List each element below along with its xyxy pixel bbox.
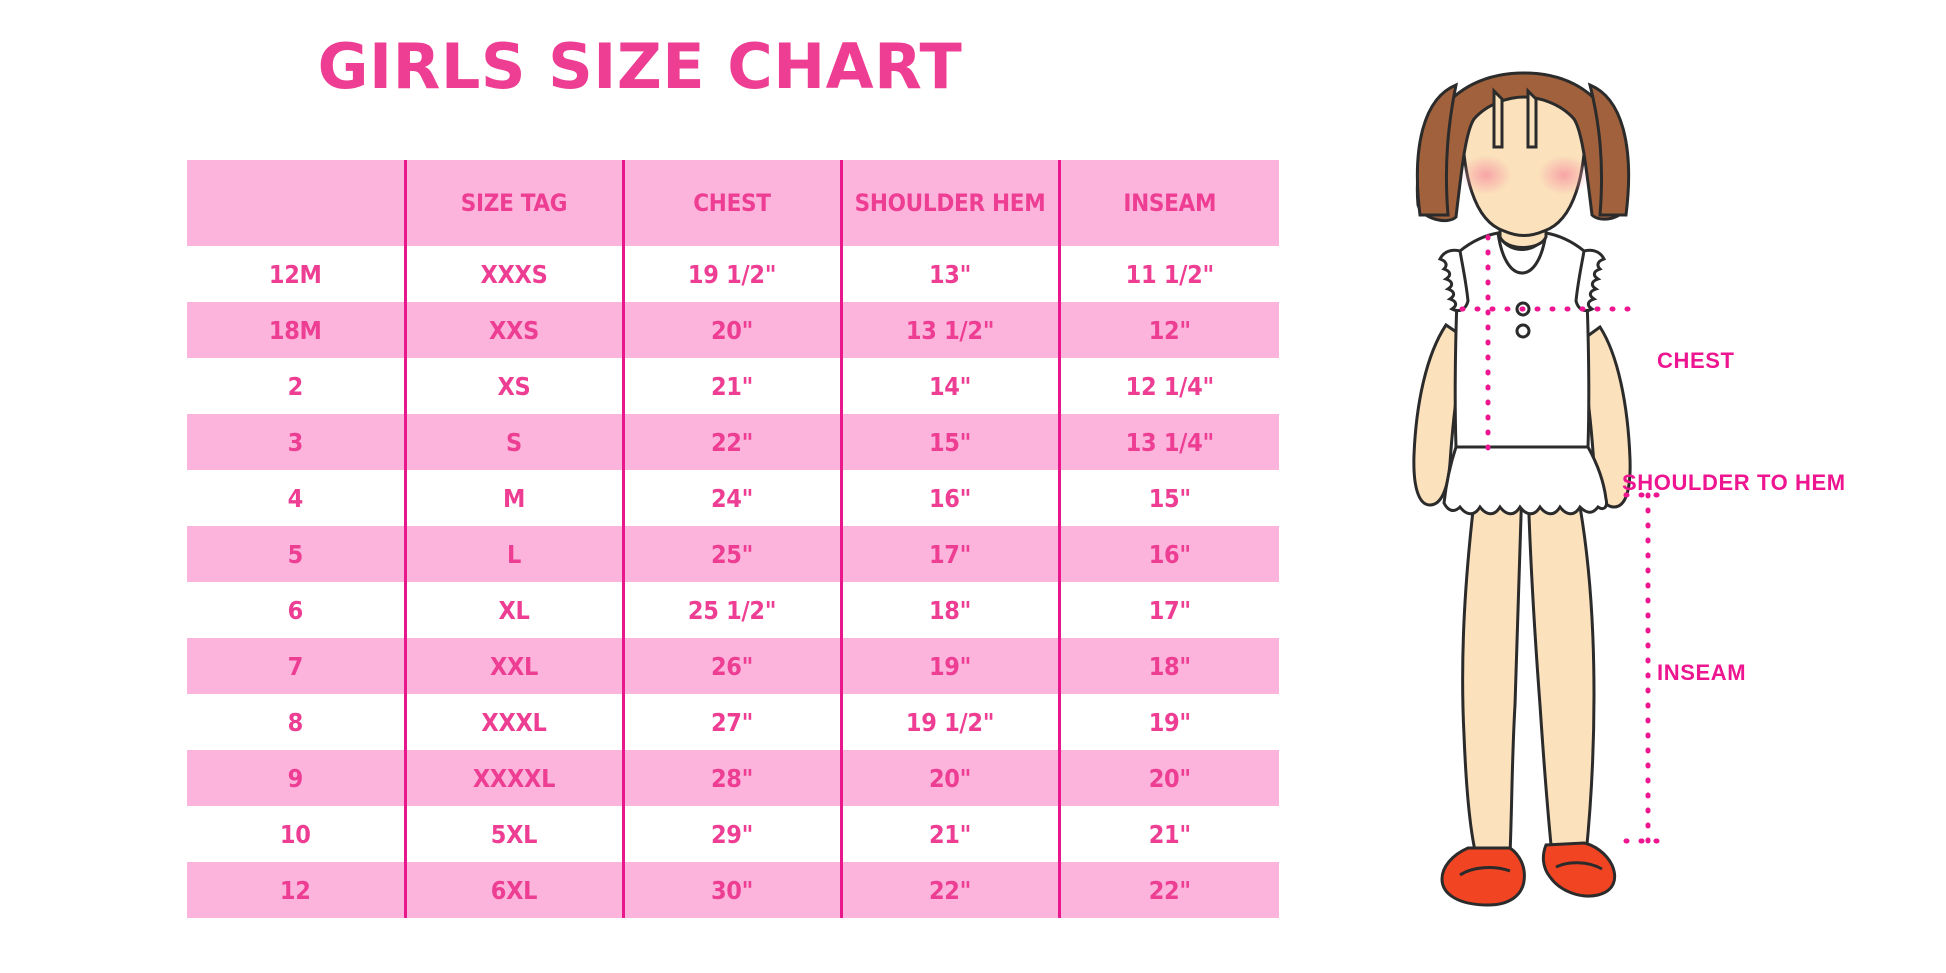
cell-size: 18M bbox=[187, 302, 405, 358]
cell-size-tag: XXXL bbox=[403, 694, 623, 750]
cell-shoulder-hem: 21" bbox=[839, 806, 1059, 862]
table-body: 12M XXXS 19 1/2" 13" 11 1/2" 18M XXS 20" 13 1/2"… bbox=[187, 246, 1279, 918]
top-garment-shape bbox=[1437, 231, 1607, 449]
cell-shoulder-hem: 15" bbox=[839, 414, 1059, 470]
cell-inseam: 19" bbox=[1057, 694, 1279, 750]
cell-chest: 25 1/2" bbox=[621, 582, 841, 638]
table-row: 12 6XL 30" 22" 22" bbox=[187, 862, 1279, 918]
size-table: SIZE TAG CHEST SHOULDER HEM INSEAM 12M XXXS 1… bbox=[187, 160, 1279, 918]
cell-inseam: 18" bbox=[1057, 638, 1279, 694]
cell-shoulder-hem: 18" bbox=[839, 582, 1059, 638]
page-title: GIRLS SIZE CHART bbox=[317, 30, 963, 103]
cell-inseam: 16" bbox=[1057, 526, 1279, 582]
cell-size: 4 bbox=[187, 470, 405, 526]
cell-inseam: 12" bbox=[1057, 302, 1279, 358]
cell-size: 12 bbox=[187, 862, 405, 918]
table-row: 7 XXL 26" 19" 18" bbox=[187, 638, 1279, 694]
cell-size-tag: M bbox=[403, 470, 623, 526]
cell-chest: 22" bbox=[621, 414, 841, 470]
cell-shoulder-hem: 20" bbox=[839, 750, 1059, 806]
cell-shoulder-hem: 13" bbox=[839, 246, 1059, 302]
cell-inseam: 20" bbox=[1057, 750, 1279, 806]
cell-chest: 26" bbox=[621, 638, 841, 694]
cell-chest: 25" bbox=[621, 526, 841, 582]
cell-size-tag: 5XL bbox=[403, 806, 623, 862]
cell-chest: 19 1/2" bbox=[621, 246, 841, 302]
cell-size: 9 bbox=[187, 750, 405, 806]
table-row: 3 S 22" 15" 13 1/4" bbox=[187, 414, 1279, 470]
cell-size: 8 bbox=[187, 694, 405, 750]
column-header-chest: CHEST bbox=[621, 160, 841, 246]
column-header-shoulder-hem: SHOULDER HEM bbox=[839, 160, 1059, 246]
skirt-shape bbox=[1442, 445, 1608, 516]
cell-inseam: 17" bbox=[1057, 582, 1279, 638]
cheek-left-blush bbox=[1460, 155, 1512, 195]
cell-inseam: 12 1/4" bbox=[1057, 358, 1279, 414]
cell-size: 10 bbox=[187, 806, 405, 862]
cell-size-tag: XXXS bbox=[403, 246, 623, 302]
cheek-right-blush bbox=[1538, 155, 1590, 195]
table-row: 12M XXXS 19 1/2" 13" 11 1/2" bbox=[187, 246, 1279, 302]
cell-size: 7 bbox=[187, 638, 405, 694]
cell-size-tag: XXS bbox=[403, 302, 623, 358]
cell-size-tag: S bbox=[403, 414, 623, 470]
cell-inseam: 11 1/2" bbox=[1057, 246, 1279, 302]
column-header-size-tag: SIZE TAG bbox=[403, 160, 623, 246]
cell-size: 2 bbox=[187, 358, 405, 414]
cell-size: 12M bbox=[187, 246, 405, 302]
cell-size: 6 bbox=[187, 582, 405, 638]
legs-shape bbox=[1461, 483, 1596, 857]
cell-shoulder-hem: 16" bbox=[839, 470, 1059, 526]
cell-inseam: 13 1/4" bbox=[1057, 414, 1279, 470]
face-shape bbox=[1460, 83, 1590, 237]
measure-label-shoulder-to-hem: SHOULDER TO HEM bbox=[1622, 470, 1846, 495]
cell-size-tag: XS bbox=[403, 358, 623, 414]
hair-shape bbox=[1415, 71, 1631, 222]
measure-guides bbox=[1459, 234, 1673, 844]
button-lower-icon bbox=[1515, 323, 1531, 339]
cell-chest: 24" bbox=[621, 470, 841, 526]
table-header-row: SIZE TAG CHEST SHOULDER HEM INSEAM bbox=[187, 160, 1279, 246]
cell-shoulder-hem: 14" bbox=[839, 358, 1059, 414]
cell-size-tag: L bbox=[403, 526, 623, 582]
cell-inseam: 22" bbox=[1057, 862, 1279, 918]
table-row: 10 5XL 29" 21" 21" bbox=[187, 806, 1279, 862]
cell-inseam: 21" bbox=[1057, 806, 1279, 862]
cell-chest: 21" bbox=[621, 358, 841, 414]
cell-chest: 30" bbox=[621, 862, 841, 918]
cell-size-tag: 6XL bbox=[403, 862, 623, 918]
measure-label-chest: CHEST bbox=[1657, 348, 1735, 373]
cell-size-tag: XXL bbox=[403, 638, 623, 694]
cell-size-tag: XL bbox=[403, 582, 623, 638]
table-row: 18M XXS 20" 13 1/2" 12" bbox=[187, 302, 1279, 358]
measure-label-inseam: INSEAM bbox=[1657, 660, 1747, 685]
table-row: 9 XXXXL 28" 20" 20" bbox=[187, 750, 1279, 806]
cell-chest: 29" bbox=[621, 806, 841, 862]
cell-shoulder-hem: 13 1/2" bbox=[839, 302, 1059, 358]
column-header-inseam: INSEAM bbox=[1057, 160, 1279, 246]
girl-figure-illustration bbox=[1360, 55, 1690, 925]
shoes-shape bbox=[1440, 841, 1617, 907]
cell-inseam: 15" bbox=[1057, 470, 1279, 526]
column-header-size bbox=[187, 160, 405, 246]
table-row: 5 L 25" 17" 16" bbox=[187, 526, 1279, 582]
size-table-container: SIZE TAG CHEST SHOULDER HEM INSEAM 12M XXXS 1… bbox=[187, 160, 1279, 918]
cell-size: 5 bbox=[187, 526, 405, 582]
cell-chest: 27" bbox=[621, 694, 841, 750]
cell-chest: 20" bbox=[621, 302, 841, 358]
cell-shoulder-hem: 22" bbox=[839, 862, 1059, 918]
cell-size-tag: XXXXL bbox=[403, 750, 623, 806]
table-header: SIZE TAG CHEST SHOULDER HEM INSEAM bbox=[187, 160, 1279, 246]
cell-shoulder-hem: 17" bbox=[839, 526, 1059, 582]
table-row: 8 XXXL 27" 19 1/2" 19" bbox=[187, 694, 1279, 750]
button-upper-icon bbox=[1515, 301, 1531, 317]
cell-chest: 28" bbox=[621, 750, 841, 806]
cell-shoulder-hem: 19 1/2" bbox=[839, 694, 1059, 750]
cell-size: 3 bbox=[187, 414, 405, 470]
table-row: 2 XS 21" 14" 12 1/4" bbox=[187, 358, 1279, 414]
table-row: 4 M 24" 16" 15" bbox=[187, 470, 1279, 526]
cell-shoulder-hem: 19" bbox=[839, 638, 1059, 694]
table-row: 6 XL 25 1/2" 18" 17" bbox=[187, 582, 1279, 638]
